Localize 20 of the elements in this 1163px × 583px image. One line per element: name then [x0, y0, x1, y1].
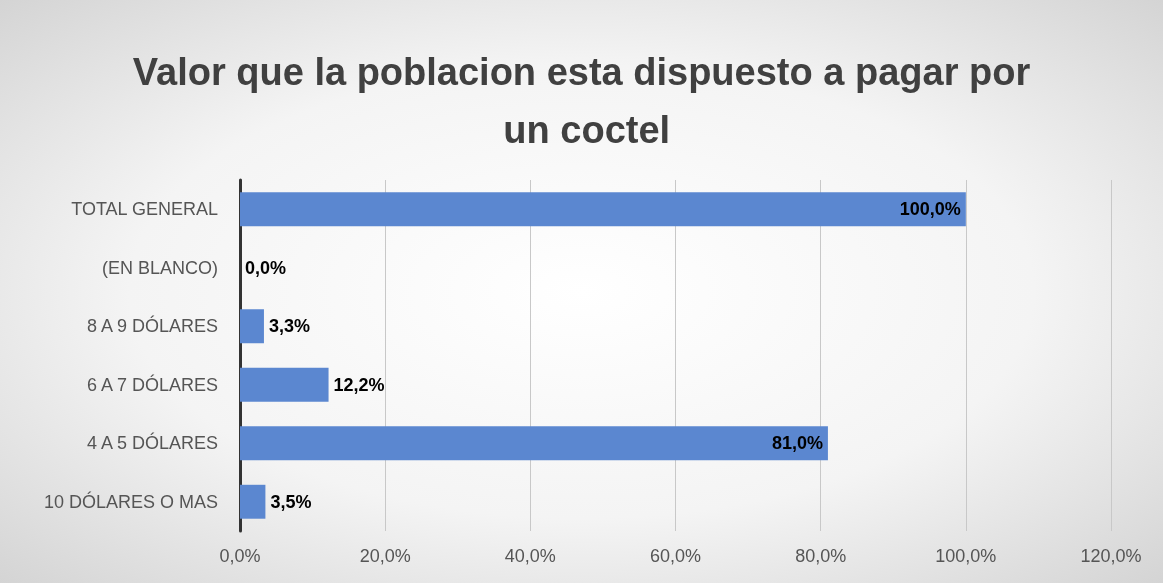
y-tick-label: (EN BLANCO)	[101, 257, 218, 278]
x-tick-label: 20,0%	[359, 546, 411, 566]
data-label: 100,0%	[899, 199, 961, 220]
data-label: 81,0%	[771, 433, 823, 454]
x-tick-label: 120,0%	[1080, 546, 1142, 566]
x-tick-label: 80,0%	[795, 546, 847, 566]
x-tick-label: 60,0%	[649, 546, 702, 566]
data-label: 3,3%	[268, 316, 310, 337]
data-label: 3,5%	[270, 491, 312, 512]
y-tick-label: 8 A 9 DÓLARES	[86, 315, 218, 337]
data-label: 0,0%	[245, 257, 287, 278]
y-tick-label: 4 A 5 DÓLARES	[86, 432, 218, 454]
y-tick-label: 10 DÓLARES O MAS	[43, 490, 218, 512]
x-tick-label: 100,0%	[935, 546, 997, 566]
x-tick-label: 0,0%	[219, 546, 261, 566]
data-label: 12,2%	[333, 374, 385, 395]
chart-title: Valor que la poblacion esta dispuesto a pagar por un coctel	[132, 51, 1031, 151]
x-tick-label: 40,0%	[504, 546, 556, 566]
y-tick-label: TOTAL GENERAL	[71, 199, 218, 220]
y-tick-label: 6 A 7 DÓLARES	[86, 373, 218, 395]
